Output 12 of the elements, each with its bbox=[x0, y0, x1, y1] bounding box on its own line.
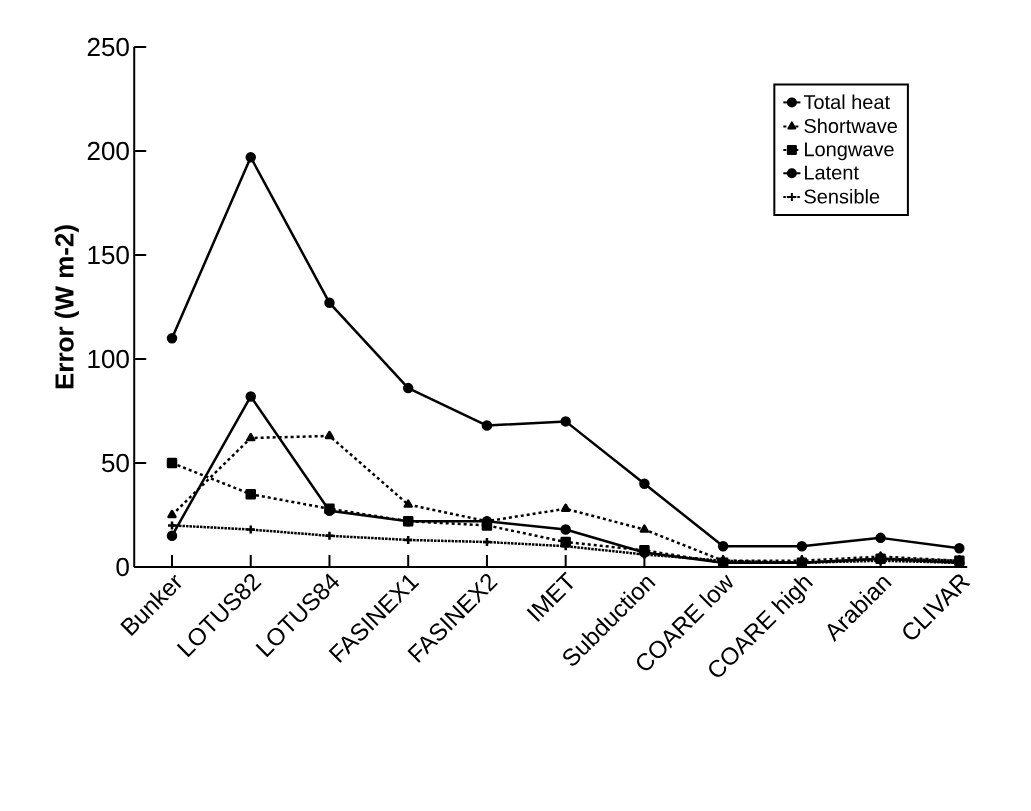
y-tick-label: 0 bbox=[116, 557, 129, 577]
y-tick-label: 50 bbox=[102, 453, 129, 473]
y-tick-label: 250 bbox=[87, 37, 129, 57]
legend-label: Sensible bbox=[804, 188, 880, 204]
legend-label: Total heat bbox=[803, 94, 890, 110]
y-axis-title: Error (W m-2) bbox=[54, 225, 79, 389]
y-tick-label: 100 bbox=[88, 349, 129, 369]
y-tick-label: 200 bbox=[87, 141, 129, 161]
legend-label: Latent bbox=[805, 165, 859, 180]
legend-label: Longwave bbox=[805, 142, 894, 161]
y-tick-label: 150 bbox=[88, 245, 129, 265]
legend-label: Shortwave bbox=[804, 118, 897, 134]
